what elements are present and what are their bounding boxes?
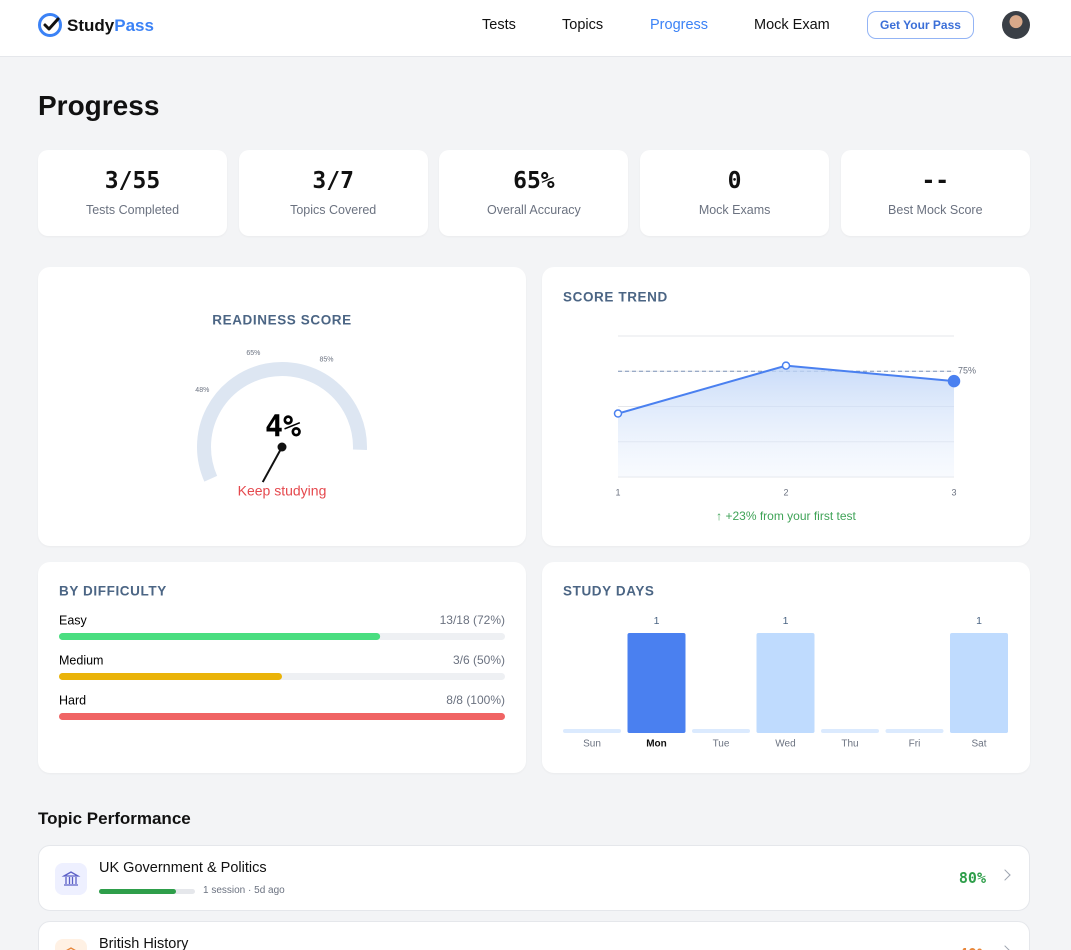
row-label: Easy <box>59 613 88 627</box>
brand: StudyPass <box>67 16 154 36</box>
bar <box>950 633 1008 733</box>
cta-button[interactable]: Get Your Pass <box>867 11 974 39</box>
trend-panel: SCORE TREND 75% 1 2 3 ↑ +23% from your first … <box>542 267 1030 546</box>
x-tick-label: 2 <box>783 487 788 497</box>
gauge-chart: READINESS SCORE 48% 65% 85% 4% Keep studying <box>195 313 367 499</box>
avatar[interactable] <box>1002 11 1030 39</box>
bar-value-label: 1 <box>783 615 789 627</box>
stat-value: 65% <box>513 168 555 194</box>
gauge-tick-label: 48% <box>195 387 209 394</box>
point <box>613 409 623 418</box>
stat-label: Tests Completed <box>85 203 180 217</box>
stat-card: -- Best Mock Score <box>840 150 1030 236</box>
navbar: StudyPass Get Your Pass <box>0 0 1071 57</box>
reference-label: 75% <box>958 366 976 376</box>
topic-score: 40% <box>959 945 986 950</box>
topic-name: UK Government & Politics <box>99 860 267 876</box>
trend-chart: SCORE TREND 75% 1 2 3 ↑ +23% from your first … <box>563 290 976 524</box>
topic-icon <box>55 939 87 950</box>
difficulty-chart: BY DIFFICULTY Easy 13/18 (72%) Medium 3/6 (5… <box>59 584 505 720</box>
panel-title: READINESS SCORE <box>212 313 352 328</box>
bar-base <box>885 729 944 733</box>
bar <box>756 633 815 733</box>
stat-value: -- <box>921 168 950 194</box>
readiness-panel: READINESS SCORE 48% 65% 85% 4% Keep studying <box>38 267 526 546</box>
bar <box>627 633 686 733</box>
x-tick-label: Wed <box>775 739 795 750</box>
gauge-value: 4% <box>265 410 301 445</box>
x-tick-label: Fri <box>909 739 921 750</box>
x-tick-label: Sun <box>583 739 601 750</box>
nav-link[interactable]: Progress <box>650 17 709 33</box>
chevron <box>999 869 1011 881</box>
stat-label: Overall Accuracy <box>487 203 581 217</box>
panel-title: SCORE TREND <box>563 290 668 305</box>
annotation: ↑ +23% from your first test <box>716 509 856 523</box>
point <box>947 374 961 388</box>
topic-score: 80% <box>958 869 986 887</box>
bar-base <box>821 729 879 733</box>
panel-title: STUDY DAYS <box>563 584 655 599</box>
nav-link[interactable]: Mock Exam <box>754 17 830 33</box>
icon-glyph <box>61 871 81 886</box>
stat-value: 3/55 <box>104 168 161 194</box>
difficulty-panel: BY DIFFICULTY Easy 13/18 (72%) Medium 3/6 (5… <box>38 562 526 773</box>
topic-row[interactable]: British History1 session · 5d ago40% <box>38 921 1030 950</box>
stat-card: 0 Mock Exams <box>640 150 830 236</box>
stat-value: 3/7 <box>312 168 354 194</box>
icon-glyph <box>66 947 76 950</box>
bar-value-label: 1 <box>976 615 982 627</box>
topic-meta: 1 session · 5d ago <box>203 885 285 896</box>
days-panel: STUDY DAYS Sun 1 Mon Tue 1 Wed Thu Fri 1 Sat <box>542 562 1030 773</box>
stat-card: 65% Overall Accuracy <box>439 150 629 236</box>
topic-row[interactable]: UK Government & Politics 1 session · 5d a… <box>38 845 1030 911</box>
area <box>618 365 954 477</box>
x-tick-label: Thu <box>841 739 858 750</box>
bar-base <box>692 729 750 733</box>
gauge-track <box>197 362 367 482</box>
row-value-label: 3/6 (50%) <box>453 653 505 667</box>
gauge-status: Keep studying <box>238 483 327 499</box>
gauge-needle <box>261 446 283 483</box>
x-tick-label: Tue <box>713 739 730 750</box>
row-value-label: 13/18 (72%) <box>440 613 505 627</box>
x-tick-label: Sat <box>971 739 986 750</box>
logo-icon <box>38 13 62 37</box>
nav-link[interactable]: Topics <box>562 17 604 33</box>
brand-first: Study <box>67 16 115 35</box>
row-label: Medium <box>59 653 103 667</box>
topic-icon <box>55 863 87 895</box>
x-tick-label: 1 <box>615 487 620 497</box>
page-title: Progress <box>38 90 160 121</box>
gauge-tick-label: 85% <box>319 357 333 364</box>
gauge-tick-label: 65% <box>246 350 260 357</box>
nav-link[interactable]: Tests <box>482 17 516 33</box>
stat-label: Topics Covered <box>290 203 377 217</box>
row-label: Hard <box>59 693 86 707</box>
days-chart: STUDY DAYS Sun 1 Mon Tue 1 Wed Thu Fri 1 Sat <box>563 584 1008 750</box>
topics-title: Topic Performance <box>38 809 191 828</box>
x-tick-label: 3 <box>951 487 956 497</box>
stat-value: 0 <box>727 168 742 194</box>
stat-label: Best Mock Score <box>888 203 983 217</box>
bar-base <box>563 729 621 733</box>
x-tick-label: Mon <box>646 739 667 750</box>
stat-card: 3/7 Topics Covered <box>238 150 428 236</box>
stat-label: Mock Exams <box>698 203 771 217</box>
bar <box>59 713 505 720</box>
stat-card: 3/55 Tests Completed <box>38 150 227 236</box>
brand-second: Pass <box>114 16 154 35</box>
row-value-label: 8/8 (100%) <box>446 693 505 707</box>
panel-title: BY DIFFICULTY <box>59 584 167 599</box>
needle-hub <box>277 442 287 452</box>
topic-name: British History <box>99 936 189 950</box>
topic-progress <box>99 889 176 894</box>
bar <box>59 633 381 640</box>
bar <box>59 673 282 680</box>
bar-value-label: 1 <box>654 615 660 627</box>
chevron <box>999 945 1011 950</box>
point <box>781 361 791 370</box>
